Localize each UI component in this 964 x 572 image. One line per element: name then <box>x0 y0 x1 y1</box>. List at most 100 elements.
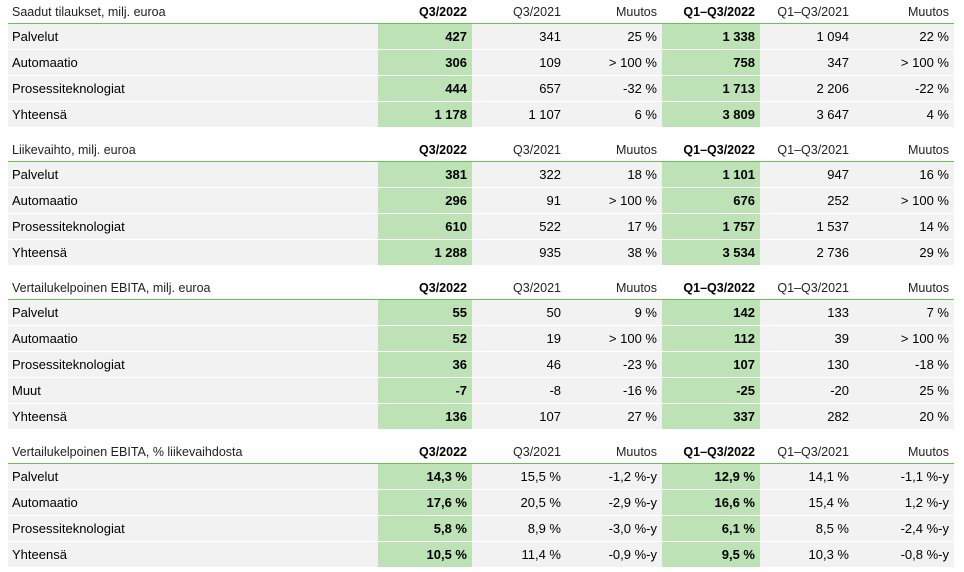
table-cell: 1 757 <box>662 213 760 240</box>
table-header-row: Vertailukelpoinen EBITA, % liikevaihdost… <box>8 441 954 464</box>
table-row: Palvelut 427 341 25 % 1 338 1 094 22 % <box>8 23 954 50</box>
table-cell: 1 094 <box>760 23 854 50</box>
table-cell: 341 <box>472 23 566 50</box>
table-cell: -7 <box>378 377 472 404</box>
table-cell: 15,5 % <box>472 463 566 490</box>
table-cell: 15,4 % <box>760 489 854 516</box>
table-row: Automaatio 296 91 > 100 % 676 252 > 100 … <box>8 187 954 214</box>
row-label: Automaatio <box>8 187 378 214</box>
col-header: Muutos <box>566 277 662 300</box>
table-cell: 52 <box>378 325 472 352</box>
table-cell: 17,6 % <box>378 489 472 516</box>
col-header: Muutos <box>854 1 954 24</box>
table-cell: 522 <box>472 213 566 240</box>
table-cell: 9 % <box>566 299 662 326</box>
row-label: Prosessiteknologiat <box>8 213 378 240</box>
table-cell: -1,2 %-y <box>566 463 662 490</box>
table-cell: -0,9 %-y <box>566 541 662 568</box>
table-cell: 11,4 % <box>472 541 566 568</box>
table-cell: 136 <box>378 403 472 430</box>
table-cell: 107 <box>472 403 566 430</box>
table-row: Prosessiteknologiat 36 46 -23 % 107 130 … <box>8 351 954 378</box>
table-header-row: Vertailukelpoinen EBITA, milj. euroa Q3/… <box>8 277 954 300</box>
row-label: Prosessiteknologiat <box>8 351 378 378</box>
col-header: Q3/2021 <box>472 277 566 300</box>
table-cell: 381 <box>378 161 472 188</box>
row-label: Palvelut <box>8 161 378 188</box>
table-row: Automaatio 306 109 > 100 % 758 347 > 100… <box>8 49 954 76</box>
row-label: Automaatio <box>8 325 378 352</box>
table-cell: 17 % <box>566 213 662 240</box>
col-header: Muutos <box>566 1 662 24</box>
table-cell: 1 338 <box>662 23 760 50</box>
table-cell: 1 713 <box>662 75 760 102</box>
col-header: Q1–Q3/2022 <box>662 277 760 300</box>
row-label: Palvelut <box>8 23 378 50</box>
table-cell: -1,1 %-y <box>854 463 954 490</box>
table-cell: 6 % <box>566 101 662 128</box>
total-row: Yhteensä 136 107 27 % 337 282 20 % <box>8 403 954 430</box>
table-cell: 4 % <box>854 101 954 128</box>
row-label: Yhteensä <box>8 403 378 430</box>
table-row: Prosessiteknologiat 444 657 -32 % 1 713 … <box>8 75 954 102</box>
table-cell: 5,8 % <box>378 515 472 542</box>
col-header: Q3/2022 <box>378 441 472 464</box>
row-label: Palvelut <box>8 299 378 326</box>
table-cell: -20 <box>760 377 854 404</box>
total-row: Yhteensä 1 288 935 38 % 3 534 2 736 29 % <box>8 239 954 266</box>
col-header: Q3/2021 <box>472 139 566 162</box>
orders-table: Saadut tilaukset, milj. euroa Q3/2022 Q3… <box>8 1 954 128</box>
table-cell: 2 206 <box>760 75 854 102</box>
table-cell: -2,4 %-y <box>854 515 954 542</box>
table-title: Vertailukelpoinen EBITA, % liikevaihdost… <box>8 441 378 464</box>
table-cell: 12,9 % <box>662 463 760 490</box>
table-cell: 7 % <box>854 299 954 326</box>
table-header-row: Saadut tilaukset, milj. euroa Q3/2022 Q3… <box>8 1 954 24</box>
table-cell: > 100 % <box>854 49 954 76</box>
col-header: Q1–Q3/2022 <box>662 1 760 24</box>
table-cell: 1 537 <box>760 213 854 240</box>
table-cell: 130 <box>760 351 854 378</box>
table-cell: 3 809 <box>662 101 760 128</box>
table-cell: 8,9 % <box>472 515 566 542</box>
revenue-table: Liikevaihto, milj. euroa Q3/2022 Q3/2021… <box>8 139 954 266</box>
row-label: Yhteensä <box>8 101 378 128</box>
table-title: Liikevaihto, milj. euroa <box>8 139 378 162</box>
table-cell: > 100 % <box>854 325 954 352</box>
table-cell: 758 <box>662 49 760 76</box>
table-cell: 38 % <box>566 239 662 266</box>
row-label: Yhteensä <box>8 541 378 568</box>
table-cell: 1 107 <box>472 101 566 128</box>
table-cell: 6,1 % <box>662 515 760 542</box>
table-title: Saadut tilaukset, milj. euroa <box>8 1 378 24</box>
col-header: Q3/2022 <box>378 1 472 24</box>
table-cell: -32 % <box>566 75 662 102</box>
table-cell: 20,5 % <box>472 489 566 516</box>
table-cell: 337 <box>662 403 760 430</box>
table-cell: 1 288 <box>378 239 472 266</box>
table-cell: -8 <box>472 377 566 404</box>
col-header: Muutos <box>854 277 954 300</box>
table-cell: 8,5 % <box>760 515 854 542</box>
table-cell: 142 <box>662 299 760 326</box>
table-cell: 19 <box>472 325 566 352</box>
table-row: Prosessiteknologiat 610 522 17 % 1 757 1… <box>8 213 954 240</box>
col-header: Muutos <box>854 139 954 162</box>
table-cell: 46 <box>472 351 566 378</box>
table-cell: 50 <box>472 299 566 326</box>
ebita-pct-table: Vertailukelpoinen EBITA, % liikevaihdost… <box>8 441 954 568</box>
col-header: Q3/2022 <box>378 277 472 300</box>
table-cell: 91 <box>472 187 566 214</box>
table-cell: 20 % <box>854 403 954 430</box>
table-cell: 36 <box>378 351 472 378</box>
col-header: Q3/2022 <box>378 139 472 162</box>
table-cell: 444 <box>378 75 472 102</box>
table-cell: 3 534 <box>662 239 760 266</box>
table-cell: 2 736 <box>760 239 854 266</box>
total-row: Yhteensä 1 178 1 107 6 % 3 809 3 647 4 % <box>8 101 954 128</box>
table-cell: -23 % <box>566 351 662 378</box>
table-cell: 1 101 <box>662 161 760 188</box>
table-cell: 10,5 % <box>378 541 472 568</box>
table-cell: 935 <box>472 239 566 266</box>
row-label: Prosessiteknologiat <box>8 75 378 102</box>
